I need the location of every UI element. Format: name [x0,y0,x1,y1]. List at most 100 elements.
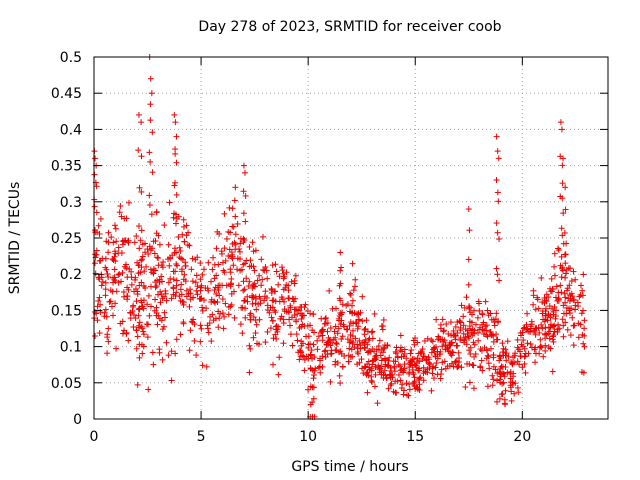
data-point [177,286,184,293]
data-point [248,263,255,270]
data-point [549,288,556,295]
data-point [521,360,528,367]
y-tick-label: 0.05 [51,376,82,392]
data-point [376,364,383,371]
data-point [465,256,472,263]
data-point [221,245,228,252]
data-point [112,300,119,307]
data-point [503,357,510,364]
data-point [156,276,163,283]
data-point [240,235,247,242]
data-point [369,379,376,386]
data-point [489,382,496,389]
data-point [514,384,521,391]
data-point [256,341,263,348]
data-point [232,231,239,238]
data-point [336,295,343,302]
data-point [285,282,292,289]
data-point [179,231,186,238]
data-point [338,264,345,271]
data-point [102,279,109,286]
data-point [323,320,330,327]
data-point [366,335,373,342]
data-point [520,325,527,332]
data-point [547,324,554,331]
data-point [118,278,125,285]
data-point [136,184,143,191]
data-point [218,250,225,257]
data-point [227,229,234,236]
data-point [239,330,246,337]
data-point [375,362,382,369]
data-point [339,363,346,370]
data-point [338,336,345,343]
data-point [562,294,569,301]
data-point [471,330,478,337]
data-point [91,260,98,267]
data-point [354,325,361,332]
data-point [390,388,397,395]
data-point [105,239,112,246]
data-point [467,344,474,351]
data-point [105,229,112,236]
data-point [574,299,581,306]
data-point [231,288,238,295]
data-point [310,375,317,382]
data-point [146,149,153,156]
data-point [304,308,311,315]
data-point [250,248,257,255]
data-point [322,314,329,321]
data-point [293,318,300,325]
data-point [319,363,326,370]
data-point [397,332,404,339]
data-point [508,397,515,404]
data-point [247,345,254,352]
data-point [134,288,141,295]
data-point [323,341,330,348]
data-point [441,327,448,334]
data-point [537,343,544,350]
data-point [180,216,187,223]
data-point [279,264,286,271]
data-point [294,310,301,317]
data-point [344,301,351,308]
data-point [135,111,142,118]
data-point [321,320,328,327]
data-point [371,310,378,317]
data-point [310,384,317,391]
data-point [210,254,217,261]
data-point [220,325,227,332]
data-point [499,364,506,371]
data-point [129,308,136,315]
data-point [97,301,104,308]
data-point [520,337,527,344]
data-point [315,333,322,340]
data-point [165,279,172,286]
data-point [484,347,491,354]
data-point [504,338,511,345]
data-point [428,336,435,343]
data-point [346,345,353,352]
data-point [471,307,478,314]
data-point [337,380,344,387]
data-point [410,380,417,387]
data-point [569,314,576,321]
data-point [485,360,492,367]
data-point [278,313,285,320]
data-point [152,296,159,303]
data-point [352,319,359,326]
data-point [119,330,126,337]
data-point [259,233,266,240]
data-point [337,309,344,316]
data-point [322,347,329,354]
data-point [189,255,196,262]
data-point [470,385,477,392]
data-point [374,400,381,407]
data-point [347,331,354,338]
data-point [127,315,134,322]
data-point [581,332,588,339]
data-point [154,321,161,328]
data-point [186,303,193,310]
data-point [153,282,160,289]
data-point [197,322,204,329]
